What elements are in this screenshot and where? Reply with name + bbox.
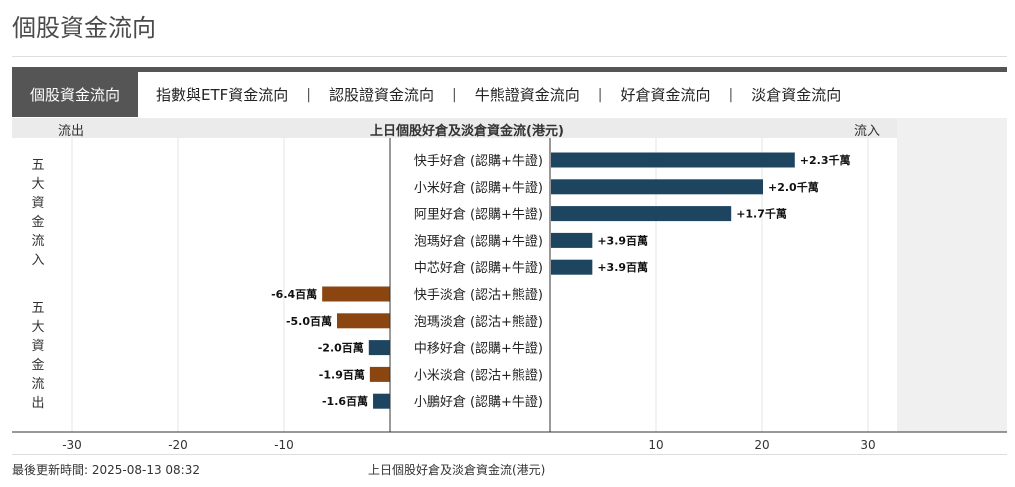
x-tick-label: 10: [648, 438, 663, 452]
category-label: 小米淡倉 (認沽+熊證): [414, 367, 543, 383]
outflow-group-label: 五大資金流出: [30, 299, 46, 413]
data-label: +2.0千萬: [768, 180, 819, 194]
tab-1[interactable]: 指數與ETF資金流向: [156, 86, 289, 104]
inflow-group-label-char: 大: [31, 177, 45, 192]
inflow-group-label-char: 資: [31, 196, 45, 211]
data-label: +1.7千萬: [736, 207, 787, 221]
inflow-group-label-char: 流: [31, 234, 45, 249]
tab-bar: 個股資金流向 指數與ETF資金流向 | 認股證資金流向 | 牛熊證資金流向 | 好倉資金流向 |…: [12, 67, 1007, 117]
inflow-group-label-char: 五: [31, 158, 45, 173]
chart-header: 流出 上日個股好倉及淡倉資金流(港元) 流入: [12, 118, 897, 139]
tab-separator: |: [452, 86, 457, 103]
chart-title: 上日個股好倉及淡倉資金流(港元): [370, 124, 564, 139]
category-label: 阿里好倉 (認購+牛證): [414, 207, 543, 223]
category-label: 快手淡倉 (認沽+熊證): [414, 287, 543, 303]
data-label: -5.0百萬: [286, 314, 332, 328]
outflow-group-label-char: 五: [31, 301, 45, 316]
bar: [551, 232, 593, 248]
tab-2[interactable]: 認股證資金流向: [329, 86, 435, 104]
x-tick-label: 20: [754, 438, 769, 452]
data-label: -1.9百萬: [319, 367, 365, 381]
page-title: 個股資金流向: [12, 14, 156, 42]
category-label: 小鵬好倉 (認購+牛證): [414, 394, 543, 410]
tab-separator: |: [306, 86, 312, 103]
category-label: 中移好倉 (認購+牛證): [414, 341, 543, 357]
inflow-group-label-char: 入: [31, 253, 45, 268]
data-label: +3.9百萬: [597, 260, 648, 274]
category-label: 中芯好倉 (認購+牛證): [414, 260, 543, 276]
tab-separator: |: [728, 86, 734, 103]
data-label: -2.0百萬: [318, 341, 364, 355]
title-divider: [12, 56, 1007, 57]
bar: [551, 152, 795, 168]
bar: [373, 393, 390, 409]
outflow-group-label-char: 大: [31, 320, 45, 335]
x-tick-label: -30: [62, 438, 82, 452]
tab-4[interactable]: 好倉資金流向: [620, 86, 711, 104]
footer-note: 上日個股好倉及淡倉資金流(港元): [368, 463, 546, 477]
bar: [369, 366, 390, 382]
x-tick-label: -20: [168, 438, 188, 452]
data-label: -1.6百萬: [322, 394, 368, 408]
last-update-time: 最後更新時間: 2025-08-13 08:32: [12, 463, 200, 477]
bar: [551, 259, 593, 275]
data-label: +2.3千萬: [800, 153, 851, 167]
inflow-group-label: 五大資金流入: [30, 156, 46, 270]
inflow-group-label-char: 金: [31, 215, 45, 230]
outflow-group-label-char: 出: [31, 396, 45, 411]
bar: [551, 206, 732, 222]
tab-list: 個股資金流向 指數與ETF資金流向 | 認股證資金流向 | 牛熊證資金流向 | 好倉資金流向 |…: [12, 72, 1007, 117]
x-tick-label: 30: [860, 438, 875, 452]
bar: [551, 179, 763, 195]
category-label: 小米好倉 (認購+牛證): [414, 180, 543, 196]
bar: [322, 286, 390, 302]
data-label: -6.4百萬: [271, 287, 317, 301]
bar: [337, 313, 390, 329]
inflow-header-label: 流入: [854, 124, 881, 139]
outflow-group-label-char: 金: [31, 358, 45, 373]
side-panel: [897, 118, 1007, 432]
bar: [368, 340, 390, 356]
tab-separator: |: [597, 86, 603, 103]
category-label: 快手好倉 (認購+牛證): [414, 153, 543, 169]
tab-0[interactable]: 個股資金流向: [12, 72, 139, 117]
category-label: 泡瑪淡倉 (認沽+熊證): [414, 314, 543, 330]
tab-3[interactable]: 牛熊證資金流向: [474, 86, 580, 104]
category-label: 泡瑪好倉 (認購+牛證): [414, 233, 543, 249]
x-tick-label: -10: [274, 438, 294, 452]
data-label: +3.9百萬: [597, 233, 648, 247]
outflow-group-label-char: 資: [31, 339, 45, 354]
footer-divider: [12, 454, 1007, 455]
outflow-group-label-char: 流: [31, 377, 45, 392]
outflow-header-label: 流出: [58, 124, 85, 139]
tab-5[interactable]: 淡倉資金流向: [751, 86, 842, 104]
